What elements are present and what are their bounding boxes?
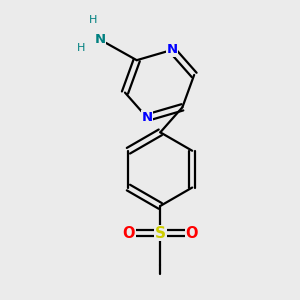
Text: O: O	[123, 226, 135, 241]
Text: S: S	[155, 226, 166, 241]
Text: H: H	[76, 44, 85, 53]
Text: N: N	[94, 33, 106, 46]
Text: H: H	[88, 15, 97, 26]
Text: N: N	[142, 111, 153, 124]
Text: O: O	[186, 226, 198, 241]
Text: N: N	[167, 44, 178, 56]
